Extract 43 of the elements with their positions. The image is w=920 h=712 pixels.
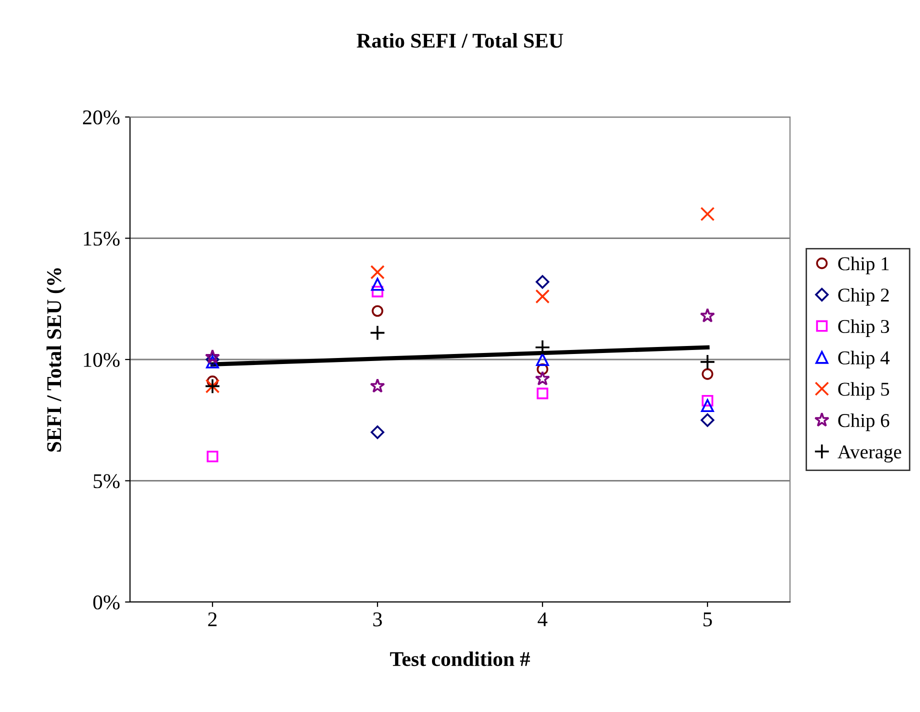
point (370, 425, 384, 440)
point (206, 355, 219, 368)
y-axis-title: SEFI / Total SEU (% (46, 268, 66, 452)
legend-label: Chip 6 (838, 413, 890, 432)
point (702, 394, 714, 406)
point (701, 399, 714, 412)
point (370, 378, 386, 393)
x-axis-title: Test condition # (390, 651, 530, 666)
point (372, 305, 384, 317)
y-tick-label: 0% (93, 595, 120, 610)
y-tick-label: 10% (84, 352, 120, 367)
x-tick-label: 4 (538, 612, 548, 626)
legend-label: Chip 1 (838, 256, 889, 274)
point (206, 450, 218, 462)
x-tick-label: 5 (704, 612, 712, 626)
point (535, 289, 550, 304)
x-tick-label: 3 (373, 612, 382, 626)
point (700, 308, 716, 322)
point (536, 275, 550, 289)
point (370, 324, 386, 341)
legend-label: Chip 2 (838, 288, 889, 306)
y-tick-label: 5% (94, 474, 120, 488)
point (700, 206, 715, 222)
y-tick-label: 20% (83, 110, 120, 124)
point (370, 265, 385, 280)
point (536, 353, 549, 366)
point (700, 354, 716, 370)
point (536, 388, 548, 400)
legend-label: Chip 5 (838, 382, 890, 400)
point (371, 278, 384, 291)
point (534, 340, 550, 356)
legend-label: Chip 3 (838, 319, 890, 337)
point (372, 286, 384, 298)
x-tick-label: 2 (208, 612, 217, 626)
point (702, 368, 714, 380)
point (204, 349, 220, 364)
point (534, 371, 550, 386)
legend-label: Chip 4 (838, 350, 890, 368)
legend-label: Average (838, 445, 902, 462)
chart-title: Ratio SEFI / Total SEU (356, 33, 564, 48)
point (536, 363, 548, 375)
y-tick-label: 15% (84, 232, 120, 246)
point (700, 413, 714, 427)
